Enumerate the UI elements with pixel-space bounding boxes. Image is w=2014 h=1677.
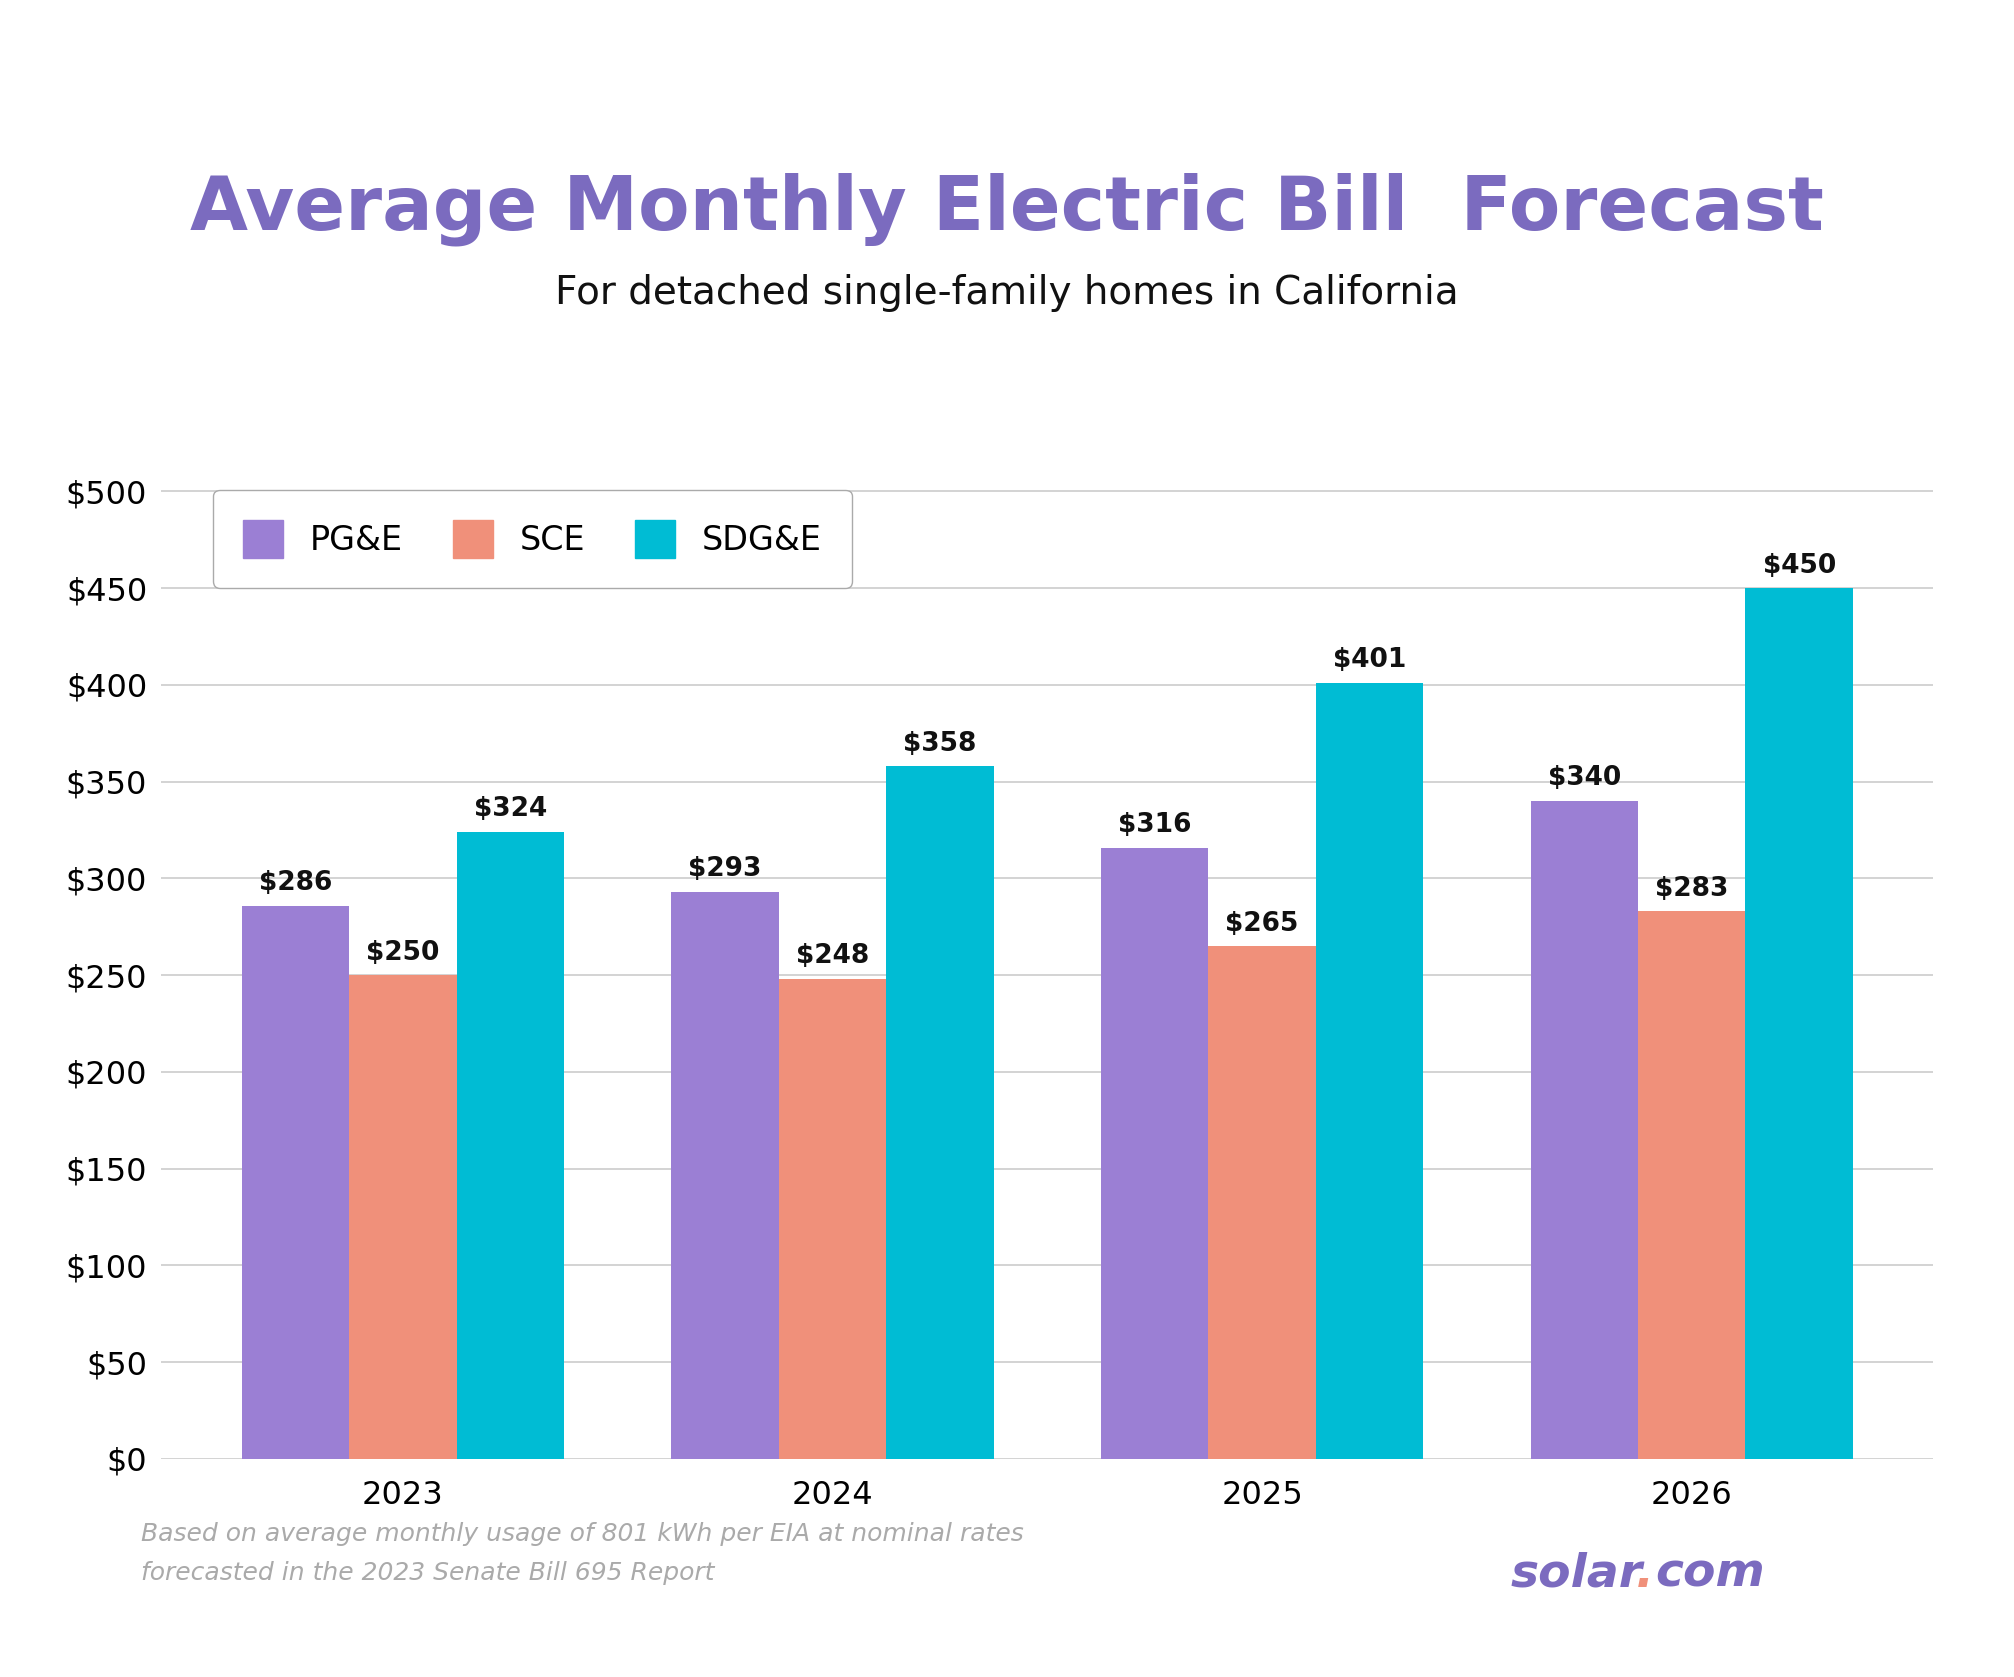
Bar — [1208, 946, 1315, 1459]
Text: $248: $248 — [796, 944, 870, 969]
Text: $283: $283 — [1656, 875, 1728, 902]
Text: $250: $250 — [367, 939, 439, 966]
Bar — [1637, 911, 1746, 1459]
Text: $340: $340 — [1547, 765, 1621, 792]
Text: .: . — [1635, 1551, 1653, 1597]
Text: com: com — [1656, 1551, 1764, 1597]
Bar — [671, 892, 779, 1459]
Bar — [779, 979, 886, 1459]
Text: Average Monthly Electric Bill  Forecast: Average Monthly Electric Bill Forecast — [189, 173, 1825, 247]
Text: $265: $265 — [1225, 911, 1299, 936]
Bar — [1315, 683, 1424, 1459]
Text: $401: $401 — [1333, 647, 1406, 674]
Bar — [1102, 847, 1208, 1459]
Bar — [1531, 802, 1637, 1459]
Text: $293: $293 — [689, 857, 761, 882]
Bar — [886, 766, 993, 1459]
Legend: PG&E, SCE, SDG&E: PG&E, SCE, SDG&E — [213, 490, 852, 589]
Text: $324: $324 — [473, 797, 548, 822]
Text: $358: $358 — [902, 731, 977, 756]
Text: For detached single-family homes in California: For detached single-family homes in Cali… — [556, 275, 1458, 312]
Bar — [242, 906, 348, 1459]
Text: $316: $316 — [1118, 812, 1192, 838]
Text: $286: $286 — [258, 870, 332, 896]
Text: Based on average monthly usage of 801 kWh per EIA at nominal rates
forecasted in: Based on average monthly usage of 801 kW… — [141, 1521, 1023, 1585]
Text: $450: $450 — [1762, 552, 1837, 579]
Bar — [348, 976, 457, 1459]
Bar — [457, 832, 564, 1459]
Bar — [1746, 589, 1853, 1459]
Text: solar: solar — [1510, 1551, 1643, 1597]
